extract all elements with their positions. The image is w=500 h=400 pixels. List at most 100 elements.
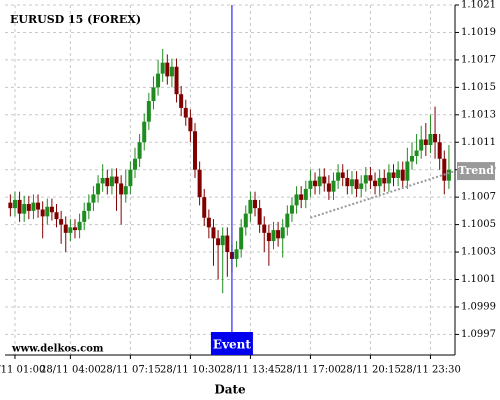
candle-body <box>109 176 114 187</box>
candle-body <box>294 194 299 206</box>
candle-body <box>239 227 244 250</box>
x-tick-label: 28/11 17:00 <box>280 365 341 376</box>
candle-body <box>433 134 438 143</box>
candle-body <box>100 177 105 184</box>
candle-body <box>234 249 239 259</box>
trend-label: Trend <box>458 164 494 177</box>
candle-body <box>36 202 41 210</box>
candle-body <box>174 66 179 95</box>
candle-body <box>40 209 45 217</box>
candle-body <box>86 202 91 211</box>
candle-body <box>285 213 290 228</box>
candle-body <box>396 169 401 178</box>
candle-body <box>169 66 174 77</box>
candle-body <box>349 179 354 187</box>
candle-body <box>68 227 73 233</box>
y-tick-label: 1.1003 <box>461 247 496 258</box>
candle-body <box>243 213 248 228</box>
candle-body <box>331 180 336 192</box>
candle-body <box>317 176 322 187</box>
candle-body <box>165 62 170 77</box>
candle-body <box>26 204 31 211</box>
y-tick-label: 1.1011 <box>461 137 496 148</box>
x-tick-label: 28/11 10:30 <box>160 365 221 376</box>
candle-body <box>308 180 313 189</box>
candle-body <box>326 183 331 192</box>
candle-body <box>446 169 451 181</box>
trend-label-box <box>457 162 495 181</box>
candle-body <box>156 73 161 88</box>
x-tick-label: 28/11 07:15 <box>100 365 161 376</box>
candle-body <box>179 94 184 108</box>
candle-body <box>313 180 318 187</box>
candle-body <box>216 238 221 246</box>
candle-body <box>271 230 276 242</box>
x-axis-title: Date <box>214 383 246 397</box>
trend-line <box>310 170 456 219</box>
candle-body <box>12 199 17 209</box>
candle-body <box>188 117 193 132</box>
y-tick-label: 1.1007 <box>461 192 496 203</box>
candle-body <box>132 158 137 170</box>
candle-body <box>253 199 258 209</box>
y-tick-label: 1.1005 <box>461 219 496 230</box>
candle-body <box>105 177 110 187</box>
candle-body <box>414 150 419 156</box>
candle-body <box>128 169 133 187</box>
candle-body <box>82 210 87 222</box>
candle-body <box>419 139 424 151</box>
candle-body <box>400 169 405 181</box>
candle-body <box>359 183 364 189</box>
candle-body <box>303 188 308 200</box>
candle-body <box>91 194 96 203</box>
y-tick-label: 1.1017 <box>461 54 496 65</box>
candle-body <box>77 221 82 231</box>
candle-body <box>391 172 396 178</box>
candle-body <box>266 232 271 242</box>
candle-body <box>22 204 27 214</box>
chart-title: EURUSD 15 (FOREX) <box>10 13 141 26</box>
candle-body <box>8 202 13 209</box>
candle-body <box>17 199 22 214</box>
candle-body <box>276 230 281 239</box>
candle-body <box>405 161 410 181</box>
candle-body <box>280 227 285 239</box>
candle-body <box>368 175 373 181</box>
y-tick-label: 1.1021 <box>461 0 496 11</box>
candle-body <box>437 142 442 159</box>
candle-body <box>428 134 433 145</box>
candle-body <box>45 206 50 217</box>
candle-body <box>386 172 391 184</box>
y-tick-label: 1.1015 <box>461 82 496 93</box>
candle-body <box>72 227 77 231</box>
x-tick-label: 28/11 23:30 <box>400 365 461 376</box>
candle-body <box>345 177 350 187</box>
candle-body <box>373 180 378 187</box>
candle-body <box>211 227 216 239</box>
candle-body <box>220 235 225 246</box>
candle-body <box>59 219 64 225</box>
candle-body <box>114 176 119 184</box>
candle-body <box>322 176 327 184</box>
candle-body <box>206 217 211 228</box>
candle-body <box>142 121 147 143</box>
candle-body <box>248 199 253 214</box>
candle-body <box>257 208 262 225</box>
candle-body <box>54 212 59 220</box>
candle-body <box>299 194 304 200</box>
candle-body <box>409 155 414 162</box>
candle-body <box>197 169 202 198</box>
candle-body <box>225 235 230 253</box>
candle-body <box>336 172 341 181</box>
candle-body <box>363 175 368 184</box>
candle-body <box>31 202 36 211</box>
candle-body <box>119 183 124 195</box>
candle-body <box>183 107 188 118</box>
x-tick-label: 28/11 04:00 <box>40 365 101 376</box>
candle-body <box>146 101 151 122</box>
candle-body <box>340 172 345 178</box>
candle-body <box>151 87 156 102</box>
candle-body <box>382 177 387 184</box>
x-tick-label: 28/11 20:15 <box>340 365 401 376</box>
